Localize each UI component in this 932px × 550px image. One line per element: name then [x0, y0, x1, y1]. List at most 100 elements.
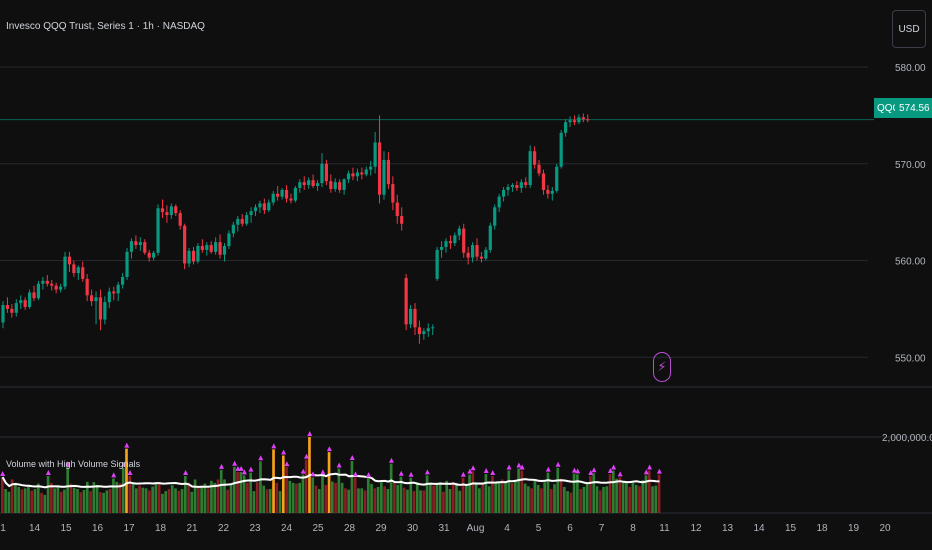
- volume-bar: [334, 482, 337, 513]
- time-axis[interactable]: 1 14 15 16 17 18 21 22 23 24 25 28 29 30 31 Aug 4 5 6 7 8 11 1…: [0, 523, 891, 534]
- volume-bar: [409, 477, 413, 513]
- candle-body: [187, 250, 191, 264]
- volume-bar: [553, 484, 556, 513]
- volume-bar: [651, 486, 654, 513]
- lightning-icon[interactable]: ⚡︎: [653, 352, 671, 382]
- volume-moving-average: [1, 472, 660, 489]
- volume-bar: [380, 482, 383, 513]
- candle-body: [280, 189, 284, 197]
- volume-bar: [170, 485, 174, 513]
- candle-body: [191, 250, 196, 262]
- volume-bar: [448, 489, 452, 513]
- volume-bar: [53, 488, 56, 513]
- candle-body: [444, 241, 448, 247]
- candle-body: [413, 308, 417, 328]
- volume-bar: [556, 467, 560, 513]
- time-tick-label: 25: [312, 523, 324, 534]
- candle-body: [200, 246, 204, 250]
- time-tick-label: 31: [438, 523, 450, 534]
- candle-body: [373, 142, 377, 167]
- signal-marker: [124, 442, 130, 448]
- volume-bar: [7, 491, 11, 513]
- volume-bar: [239, 471, 243, 513]
- time-tick-label: 21: [186, 523, 198, 534]
- volume-bar: [161, 493, 164, 513]
- price-axis[interactable]: 580.00 570.00 560.00 550.00 2,000,000.00: [882, 63, 932, 444]
- candle-body: [391, 184, 395, 203]
- volume-bar: [605, 486, 609, 513]
- signal-marker: [121, 461, 127, 467]
- volume-bar: [85, 481, 89, 513]
- volume-bar: [223, 479, 226, 513]
- time-tick-label: 13: [722, 523, 734, 534]
- volume-bar: [102, 492, 105, 513]
- candle-body: [320, 163, 324, 184]
- volume-bar: [187, 482, 190, 513]
- volume-bar: [618, 477, 622, 513]
- volume-bar: [82, 490, 86, 513]
- volume-bar: [458, 490, 462, 513]
- volume-bar: [324, 484, 328, 513]
- volume-bar: [226, 489, 230, 513]
- volume-bar: [278, 491, 282, 513]
- candle-body: [537, 164, 541, 174]
- time-tick-label: 11: [659, 523, 670, 534]
- time-tick-label: 5: [536, 523, 542, 534]
- currency-button[interactable]: USD: [892, 10, 926, 48]
- signal-marker: [388, 457, 394, 463]
- volume-bar: [654, 485, 658, 513]
- volume-bar: [311, 477, 315, 513]
- volume-bar: [615, 478, 618, 513]
- candle-body: [395, 202, 399, 217]
- candle-body: [338, 182, 342, 190]
- volume-bar: [242, 475, 246, 513]
- high-volume-markers: [0, 431, 662, 478]
- candle-body: [160, 208, 165, 213]
- candle-body: [258, 203, 262, 208]
- volume-bar: [193, 479, 197, 513]
- chart-title[interactable]: Invesco QQQ Trust, Series 1 · 1h · NASDA…: [6, 21, 205, 32]
- signal-marker: [300, 468, 306, 474]
- candle-body: [134, 241, 138, 246]
- candle-body: [293, 187, 297, 201]
- volume-bar: [40, 492, 43, 513]
- signal-marker: [238, 465, 244, 471]
- volume-bar: [432, 485, 435, 513]
- candle-body: [107, 291, 111, 303]
- volume-bar: [641, 480, 645, 513]
- candle-body: [183, 225, 187, 264]
- volume-bar: [344, 488, 347, 513]
- volume-bar: [27, 486, 30, 513]
- volume-bar: [425, 475, 429, 513]
- candle-body: [457, 228, 461, 236]
- volume-bar: [14, 482, 17, 513]
- volume-bar: [151, 486, 154, 513]
- candle-body: [112, 291, 116, 294]
- candle-body: [519, 182, 523, 188]
- volume-bar: [340, 482, 344, 513]
- time-tick-label: 29: [375, 523, 387, 534]
- candle-body: [76, 267, 80, 274]
- volume-bar: [576, 474, 579, 513]
- signal-marker: [545, 466, 551, 472]
- volume-bar: [510, 483, 514, 513]
- time-tick-label: 23: [249, 523, 261, 534]
- candle-body: [67, 256, 72, 265]
- signal-marker: [235, 465, 241, 471]
- candle-body: [85, 278, 89, 296]
- volume-bar: [167, 489, 171, 513]
- volume-bar: [370, 483, 373, 513]
- volume-bar: [213, 482, 217, 513]
- candle-body: [311, 180, 315, 187]
- volume-bar: [389, 463, 393, 513]
- time-tick-label: 12: [690, 523, 702, 534]
- volume-indicator-title[interactable]: Volume with High Volume Signals: [6, 459, 141, 469]
- volume-bar: [298, 482, 301, 513]
- volume-bar: [229, 484, 233, 513]
- candle-body: [262, 203, 266, 211]
- volume-bar: [183, 476, 187, 513]
- signal-marker: [647, 464, 653, 470]
- volume-bar: [138, 485, 141, 513]
- volume-bar: [569, 492, 573, 513]
